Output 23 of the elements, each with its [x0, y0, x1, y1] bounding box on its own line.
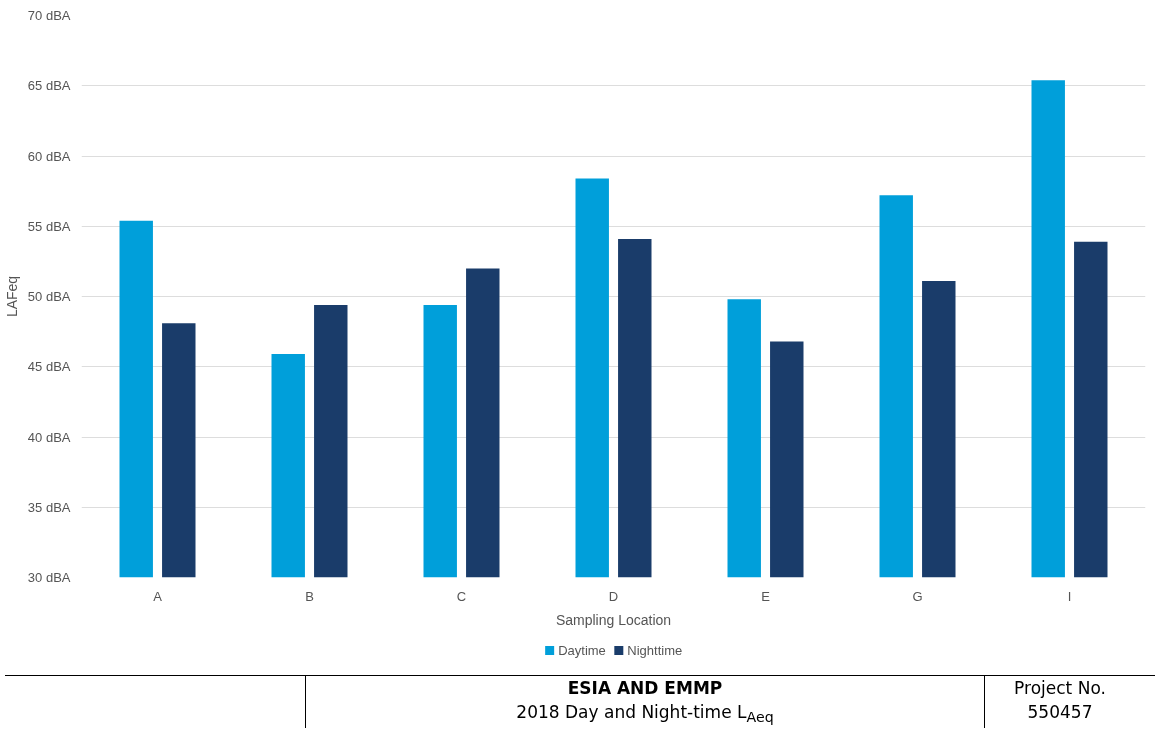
x-tick-label: C [456, 588, 467, 604]
x-tick-label: D [608, 588, 619, 604]
text: 2018 Day and Night-time L$_{Aeq}$ [516, 702, 774, 726]
y-tick-label: 65 dBA [27, 78, 71, 94]
y-tick-label: 40 dBA [27, 429, 71, 445]
x-axis-title: Sampling Location [555, 611, 672, 628]
x-tick-label: I [1067, 588, 1072, 604]
y-tick-label: 60 dBA [27, 148, 71, 164]
y-axis-title: LAFeq [3, 275, 20, 318]
y-tick-label: 55 dBA [27, 218, 71, 234]
y-tick-label: 45 dBA [27, 359, 71, 375]
y-tick-label: 50 dBA [27, 289, 71, 304]
x-tick-label: E [761, 588, 771, 604]
text: Project No. 550457 [1013, 677, 1107, 725]
y-tick-label: 30 dBA [27, 570, 71, 585]
x-tick-label: G [912, 588, 923, 604]
text: ESIA AND EMMP [567, 678, 723, 698]
legend-label: Daytime [558, 643, 606, 658]
y-tick-label: 35 dBA [27, 499, 71, 515]
legend-label: Nighttime [627, 643, 683, 658]
x-tick-label: A [153, 588, 163, 604]
x-tick-label: B [305, 588, 314, 604]
y-tick-label: 70 dBA [27, 8, 71, 23]
